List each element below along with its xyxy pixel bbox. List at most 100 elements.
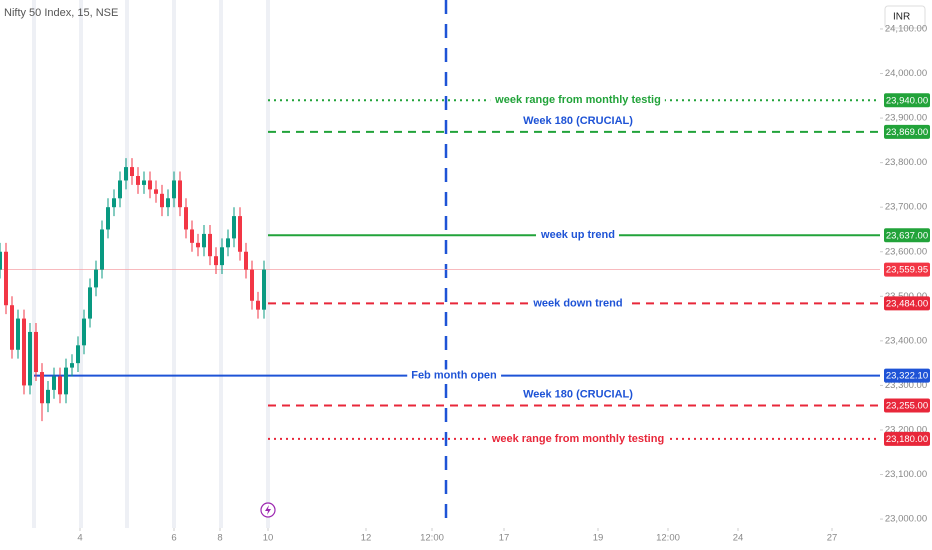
price-label-box: [884, 431, 930, 446]
candle-body: [238, 216, 242, 252]
candle-body: [124, 167, 128, 181]
session-band: [266, 0, 270, 528]
candle-body: [220, 247, 224, 266]
candle-body: [94, 269, 98, 288]
x-tick-label: 10: [263, 533, 274, 544]
candle-body: [208, 233, 212, 257]
price-label-box: [884, 228, 930, 243]
candle-body: [4, 251, 8, 306]
candle-body: [70, 363, 74, 368]
candle-body: [34, 331, 38, 373]
price-label-box: [884, 398, 930, 413]
x-tick-label: 12: [361, 533, 372, 544]
price-label-box: [884, 93, 930, 108]
price-label-box: [884, 124, 930, 139]
candle-body: [136, 176, 140, 185]
candle-body: [160, 193, 164, 208]
x-tick-label: 6: [171, 533, 176, 544]
y-tick-label: 23,300.00: [885, 380, 927, 391]
currency-button[interactable]: [884, 5, 926, 29]
x-tick-label: 17: [499, 533, 510, 544]
y-tick-label: 23,600.00: [885, 246, 927, 257]
candle-body: [244, 251, 248, 270]
session-bands: [32, 0, 270, 528]
x-tick-label: 12:00: [420, 533, 444, 544]
candle-body: [52, 376, 56, 390]
x-tick-label: 4: [77, 533, 82, 544]
candle-body: [22, 318, 26, 386]
candle-body: [46, 389, 50, 404]
candle-body: [16, 318, 20, 350]
candle-body: [100, 229, 104, 270]
price-label-box: [884, 296, 930, 311]
candle-body: [154, 189, 158, 194]
x-tick-label: 24: [733, 533, 744, 544]
candle-body: [256, 300, 260, 310]
candle-body: [112, 198, 116, 208]
candle-body: [118, 180, 122, 199]
candle-body: [64, 367, 68, 395]
price-label: 23,940.00: [886, 95, 928, 106]
price-label: 23,637.00: [886, 230, 928, 241]
candle-body: [88, 287, 92, 319]
x-tick-label: 27: [827, 533, 838, 544]
candle-body: [10, 305, 14, 350]
candle-body: [202, 233, 206, 248]
level-text: Feb month open: [411, 369, 497, 381]
price-label: 23,484.00: [886, 298, 928, 309]
y-tick-label: 23,400.00: [885, 335, 927, 346]
session-band: [172, 0, 176, 528]
y-tick-label: 23,100.00: [885, 469, 927, 480]
price-label-box: [884, 368, 930, 383]
y-tick-label: 23,800.00: [885, 157, 927, 168]
candle-body: [76, 345, 80, 364]
y-tick-label: 24,100.00: [885, 23, 927, 34]
candle-body: [196, 242, 200, 248]
y-tick-label: 23,700.00: [885, 202, 927, 213]
y-tick-label: 23,500.00: [885, 291, 927, 302]
price-label: 23,559.95: [886, 265, 928, 276]
x-tick-label: 12:00: [656, 533, 680, 544]
price-label-box: [884, 262, 930, 277]
candle-body: [28, 331, 32, 386]
x-tick-label: 19: [593, 533, 604, 544]
price-label: 23,322.10: [886, 371, 928, 382]
price-label: 23,869.00: [886, 127, 928, 138]
candle-body: [172, 180, 176, 199]
candle-body: [40, 372, 44, 404]
candle-body: [148, 180, 152, 190]
candle-body: [82, 318, 86, 346]
price-label: 23,180.00: [886, 434, 928, 445]
session-band: [79, 0, 83, 528]
candle-body: [184, 207, 188, 230]
level-text-bg: [490, 94, 665, 107]
y-tick-label: 23,200.00: [885, 424, 927, 435]
candle-body: [142, 180, 146, 185]
level-text: week range from monthly testig: [494, 94, 661, 106]
level-text-bg: [536, 229, 619, 242]
x-tick-label: 8: [217, 533, 222, 544]
candle-body: [232, 216, 236, 239]
candle-body: [106, 207, 110, 230]
candle-body: [250, 269, 254, 301]
level-text: Week 180 (CRUCIAL): [523, 388, 633, 400]
level-text-bg: [407, 369, 502, 382]
level-text: week up trend: [540, 229, 615, 241]
level-text: Week 180 (CRUCIAL): [523, 115, 633, 127]
currency[interactable]: INR: [893, 12, 910, 23]
y-tick-label: 23,000.00: [885, 514, 927, 525]
candle-body: [262, 269, 266, 310]
candle-body: [178, 180, 182, 208]
event-icon: [260, 502, 276, 518]
session-band: [125, 0, 129, 528]
level-text-bg: [486, 432, 669, 445]
candle-body: [166, 198, 170, 208]
price-label: 23,255.00: [886, 400, 928, 411]
level-text: week down trend: [532, 297, 622, 309]
y-tick-label: 23,900.00: [885, 113, 927, 124]
chart-title: Nifty 50 Index, 15, NSE: [4, 7, 118, 19]
level-text: week range from monthly testing: [491, 433, 664, 445]
candle-body: [130, 167, 134, 176]
y-tick-label: 24,000.00: [885, 68, 927, 79]
candle-body: [226, 238, 230, 248]
